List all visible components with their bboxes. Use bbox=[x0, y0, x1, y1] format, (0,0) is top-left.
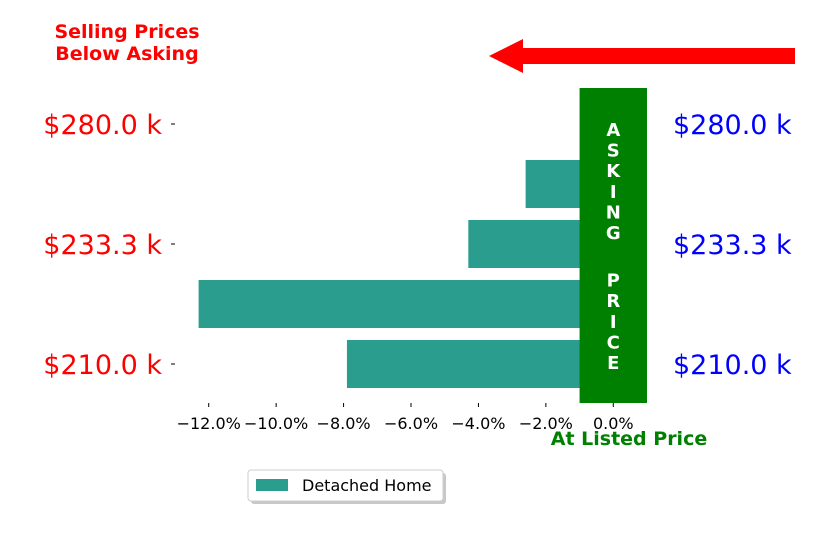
annotation-at-listed-price: At Listed Price bbox=[551, 428, 707, 450]
x-tick-label: −12.0% bbox=[177, 414, 241, 433]
x-tick-label: −6.0% bbox=[384, 414, 438, 433]
x-tick-label: −10.0% bbox=[244, 414, 308, 433]
asking-price-letter: N bbox=[606, 202, 621, 223]
left-arrow-icon bbox=[489, 39, 795, 73]
bar-1 bbox=[198, 280, 614, 328]
x-axis: −12.0% −10.0% −8.0% −6.0% −4.0% −2.0% 0.0% bbox=[177, 403, 634, 433]
bars-layer bbox=[198, 160, 614, 388]
y-left-tick-label: $233.3 k bbox=[43, 230, 162, 261]
x-tick-label: 0.0% bbox=[593, 414, 634, 433]
y-left-tick-label: $210.0 k bbox=[43, 350, 162, 381]
bar-0 bbox=[346, 340, 614, 388]
legend: Detached Home bbox=[247, 469, 446, 504]
legend-label-detached-home: Detached Home bbox=[302, 476, 432, 495]
y-axis-left: $210.0 k $233.3 k $280.0 k bbox=[43, 110, 175, 381]
asking-price-letter: E bbox=[607, 353, 619, 374]
x-tick-label: −8.0% bbox=[317, 414, 371, 433]
asking-price-band bbox=[579, 88, 647, 403]
asking-price-letter: I bbox=[610, 182, 617, 203]
x-tick-label: −2.0% bbox=[519, 414, 573, 433]
legend-swatch-detached-home bbox=[256, 479, 288, 491]
annotation-below-asking-line1: Selling Prices bbox=[54, 21, 199, 43]
y-right-tick-label: $210.0 k bbox=[673, 350, 792, 381]
y-right-tick-label: $280.0 k bbox=[673, 110, 792, 141]
asking-price-letter: C bbox=[607, 332, 620, 353]
asking-price-letter: A bbox=[606, 120, 620, 141]
y-axis-right: $210.0 k $233.3 k $280.0 k bbox=[673, 110, 792, 381]
asking-price-letter: I bbox=[610, 312, 617, 333]
asking-price-letter: R bbox=[606, 291, 620, 312]
asking-price-letter: G bbox=[606, 223, 621, 244]
asking-price-letter: K bbox=[606, 161, 621, 182]
x-tick-label: −4.0% bbox=[451, 414, 505, 433]
asking-price-letter: P bbox=[607, 271, 620, 292]
y-right-tick-label: $233.3 k bbox=[673, 230, 792, 261]
y-left-tick-label: $280.0 k bbox=[43, 110, 162, 141]
asking-price-letter: S bbox=[607, 141, 620, 162]
annotation-below-asking-line2: Below Asking bbox=[55, 43, 198, 65]
